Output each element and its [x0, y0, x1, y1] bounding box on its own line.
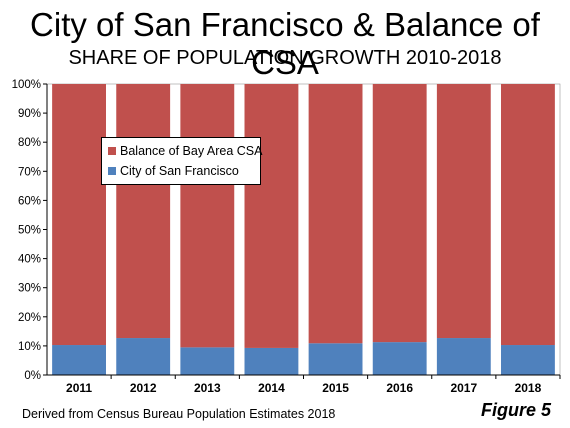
y-tick-label: 60% — [18, 195, 41, 207]
bar-city — [436, 338, 491, 375]
y-tick-label: 80% — [18, 137, 41, 149]
legend-label-city: City of San Francisco — [120, 164, 239, 178]
x-tick-label: 2018 — [515, 381, 542, 395]
bar-balance — [501, 84, 555, 346]
y-tick-label: 100% — [12, 79, 41, 91]
bar-city — [501, 345, 555, 375]
bar-city — [180, 347, 235, 375]
bar-balance — [180, 84, 235, 348]
bar-city — [372, 342, 427, 375]
x-tick-label: 2015 — [322, 381, 349, 395]
figure-label: Figure 5 — [481, 400, 552, 420]
x-tick-label: 2014 — [258, 381, 285, 395]
bar-city — [52, 345, 106, 375]
y-tick-label: 40% — [18, 254, 41, 266]
chart-subtitle: SHARE OF POPULATION GROWTH 2010-2018 — [68, 47, 502, 69]
y-tick-label: 50% — [18, 225, 41, 237]
bar-balance — [436, 84, 491, 339]
bar-balance — [116, 84, 171, 339]
chart-title: City of San Francisco & Balance of CSA — [30, 6, 540, 81]
y-tick-label: 70% — [18, 166, 41, 178]
x-tick-label: 2017 — [450, 381, 477, 395]
legend-label-balance: Balance of Bay Area CSA — [120, 144, 263, 158]
y-tick-label: 90% — [18, 108, 41, 120]
chart-legend: Balance of Bay Area CSA City of San Fran… — [101, 137, 262, 185]
legend-item-balance: Balance of Bay Area CSA — [108, 143, 262, 159]
legend-swatch-city — [108, 167, 116, 175]
bar-balance — [308, 84, 363, 344]
x-tick-label: 2011 — [66, 381, 92, 395]
y-tick-label: 10% — [18, 341, 41, 353]
y-tick-label: 20% — [18, 312, 41, 324]
y-tick-label: 0% — [24, 370, 41, 382]
bar-city — [308, 343, 363, 375]
bar-balance — [372, 84, 427, 343]
source-note: Derived from Census Bureau Population Es… — [22, 407, 336, 421]
y-tick-label: 30% — [18, 283, 41, 295]
x-tick-label: 2016 — [386, 381, 413, 395]
x-tick-label: 2012 — [130, 381, 157, 395]
legend-item-city: City of San Francisco — [108, 163, 239, 179]
bar-city — [116, 338, 171, 375]
x-tick-label: 2013 — [194, 381, 221, 395]
bar-balance — [52, 84, 106, 346]
legend-swatch-balance — [108, 147, 116, 155]
bar-balance — [244, 84, 299, 348]
bar-city — [244, 347, 299, 375]
